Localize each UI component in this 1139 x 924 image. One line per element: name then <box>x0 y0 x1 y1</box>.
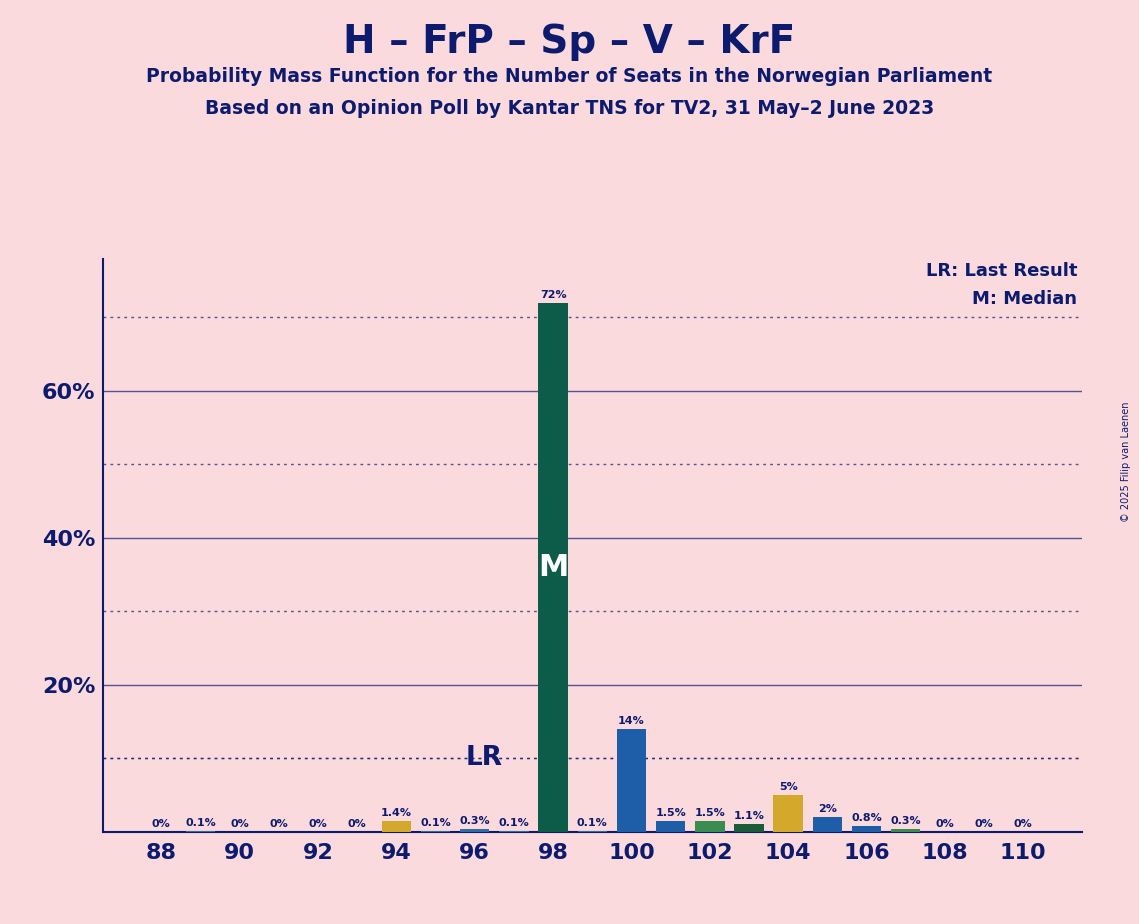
Text: 14%: 14% <box>618 716 645 726</box>
Text: 0%: 0% <box>309 819 327 829</box>
Text: 0%: 0% <box>230 819 249 829</box>
Text: 0%: 0% <box>151 819 171 829</box>
Bar <box>656 821 686 832</box>
Bar <box>539 303 567 832</box>
Text: 1.5%: 1.5% <box>695 808 726 818</box>
Text: 1.1%: 1.1% <box>734 810 764 821</box>
Text: 0%: 0% <box>347 819 367 829</box>
Bar <box>891 830 920 832</box>
Text: 5%: 5% <box>779 782 797 792</box>
Text: Probability Mass Function for the Number of Seats in the Norwegian Parliament: Probability Mass Function for the Number… <box>147 67 992 86</box>
Text: 0.3%: 0.3% <box>891 817 921 826</box>
Text: 0%: 0% <box>1014 819 1033 829</box>
Text: H – FrP – Sp – V – KrF: H – FrP – Sp – V – KrF <box>343 23 796 61</box>
Text: 0.1%: 0.1% <box>186 818 215 828</box>
Text: 2%: 2% <box>818 804 837 814</box>
Text: 72%: 72% <box>540 290 566 300</box>
Text: 1.5%: 1.5% <box>655 808 686 818</box>
Text: LR: LR <box>465 745 502 772</box>
Text: 0.1%: 0.1% <box>499 818 530 828</box>
Bar <box>735 823 763 832</box>
Text: 0.8%: 0.8% <box>851 813 882 822</box>
Bar <box>852 826 882 832</box>
Bar <box>773 795 803 832</box>
Bar <box>382 821 411 832</box>
Bar <box>616 729 646 832</box>
Text: Based on an Opinion Poll by Kantar TNS for TV2, 31 May–2 June 2023: Based on an Opinion Poll by Kantar TNS f… <box>205 99 934 118</box>
Text: LR: Last Result: LR: Last Result <box>926 261 1077 280</box>
Text: 0.1%: 0.1% <box>420 818 451 828</box>
Bar <box>812 817 842 832</box>
Text: 1.4%: 1.4% <box>380 808 412 819</box>
Text: 0%: 0% <box>935 819 954 829</box>
Text: 0%: 0% <box>975 819 993 829</box>
Text: 0.3%: 0.3% <box>459 817 490 826</box>
Text: M: Median: M: Median <box>973 290 1077 309</box>
Text: M: M <box>538 553 568 582</box>
Text: 0.1%: 0.1% <box>577 818 607 828</box>
Bar <box>460 830 490 832</box>
Text: 0%: 0% <box>270 819 288 829</box>
Text: © 2025 Filip van Laenen: © 2025 Filip van Laenen <box>1121 402 1131 522</box>
Bar <box>695 821 724 832</box>
